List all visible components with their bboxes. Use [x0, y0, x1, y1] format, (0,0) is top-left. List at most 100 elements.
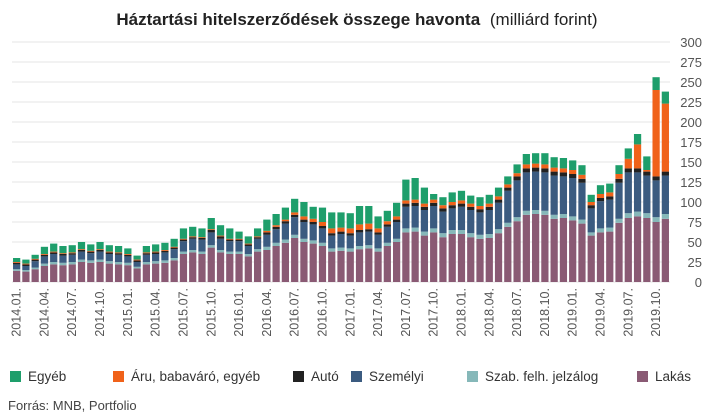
bar-segment	[578, 174, 586, 179]
bar-segment	[161, 250, 169, 253]
bar-segment	[263, 219, 271, 231]
bar-segment	[569, 160, 577, 170]
bar-segment	[253, 249, 262, 252]
bar-segment	[624, 168, 632, 173]
bar-segment	[439, 205, 447, 209]
bar-segment	[291, 234, 299, 238]
bar-segment	[170, 238, 178, 247]
bar-segment	[578, 223, 586, 282]
bar-segment	[559, 168, 568, 173]
legend-swatch	[113, 371, 124, 382]
bar-segment	[439, 211, 447, 234]
chart-title: Háztartási hitelszerződések összege havo…	[116, 10, 597, 29]
bar-segment	[68, 262, 76, 265]
bar-segment	[643, 156, 651, 170]
bar-segment	[467, 233, 475, 238]
bar-segment	[402, 206, 410, 229]
bar-segment	[198, 238, 206, 240]
bar-segment	[272, 246, 280, 282]
bar-segment	[318, 246, 327, 282]
bar-segment	[615, 178, 623, 183]
bar-segment	[467, 203, 475, 207]
bar-segment	[216, 235, 225, 237]
bar-segment	[430, 206, 438, 229]
x-tick-label: 2018.01.	[454, 288, 468, 337]
bar-segment	[77, 262, 86, 282]
bar-segment	[59, 246, 67, 254]
bar-segment	[411, 206, 419, 228]
bar-segment	[142, 254, 150, 262]
bar-segment	[40, 263, 49, 266]
bar-segment	[22, 264, 30, 266]
bar-segment	[550, 157, 558, 168]
bar-segment	[411, 231, 419, 282]
bar-segment	[494, 187, 503, 197]
bar-segment	[513, 164, 521, 174]
bar-segment	[374, 228, 382, 233]
legend-label: Autó	[311, 369, 339, 384]
legend-label: Áru, babaváró, egyéb	[131, 369, 260, 384]
bar-segment	[513, 180, 521, 218]
bar-segment	[309, 224, 317, 241]
bar-segment	[513, 176, 521, 181]
bar-segment	[374, 251, 382, 282]
bar-segment	[355, 224, 364, 230]
bar-segment	[235, 238, 243, 240]
bar-segment	[253, 228, 262, 237]
x-tick-label: 2017.10.	[427, 288, 441, 337]
bar-segment	[596, 194, 605, 198]
bar-segment	[633, 168, 642, 173]
bar-segment	[50, 262, 58, 265]
bar-segment	[114, 246, 123, 253]
legend-label: Egyéb	[28, 369, 66, 384]
bar-segment	[532, 214, 540, 282]
legend-swatch	[10, 371, 21, 382]
y-tick-label: 25	[688, 255, 702, 270]
bar-segment	[476, 209, 484, 213]
bar-segment	[448, 234, 456, 282]
x-tick-label: 2016.10.	[315, 288, 329, 337]
bar-segment	[253, 238, 262, 250]
bar-segment	[253, 251, 262, 282]
bar-segment	[596, 201, 605, 229]
bar-segment	[263, 250, 271, 282]
bar-segment	[365, 248, 373, 282]
bar-segment	[22, 259, 30, 264]
bar-segment	[392, 242, 401, 282]
bar-segment	[392, 216, 401, 220]
bar-segment	[457, 190, 466, 201]
bar-segment	[504, 184, 512, 188]
bar-segment	[365, 229, 373, 232]
bar-segment	[59, 265, 67, 282]
bar-segment	[430, 199, 438, 203]
bar-segment	[513, 217, 521, 222]
bar-segment	[467, 210, 475, 234]
bar-segment	[402, 228, 410, 233]
bar-segment	[13, 262, 21, 265]
bar-segment	[522, 164, 530, 169]
x-tick-label: 2017.01.	[343, 288, 357, 337]
bar-segment	[189, 250, 197, 253]
bar-segment	[133, 260, 141, 262]
bar-segment	[652, 176, 660, 181]
bar-segment	[494, 199, 503, 203]
bar-segment	[226, 241, 234, 252]
bar-segment	[235, 251, 243, 254]
bar-segment	[161, 260, 169, 263]
bar-segment	[161, 252, 169, 261]
bar-segment	[328, 235, 336, 249]
bar-segment	[559, 172, 568, 177]
bar-segment	[439, 208, 447, 212]
bar-segment	[633, 211, 642, 217]
bar-segment	[50, 254, 58, 262]
bar-segment	[587, 232, 595, 236]
bar-segment	[476, 212, 484, 235]
bar-segment	[569, 170, 577, 174]
bar-segment	[40, 256, 49, 264]
bar-segment	[198, 251, 206, 254]
bar-segment	[383, 226, 391, 243]
bar-segment	[448, 208, 456, 230]
bar-segment	[216, 250, 225, 253]
bar-segment	[532, 171, 540, 210]
bar-segment	[318, 207, 327, 222]
